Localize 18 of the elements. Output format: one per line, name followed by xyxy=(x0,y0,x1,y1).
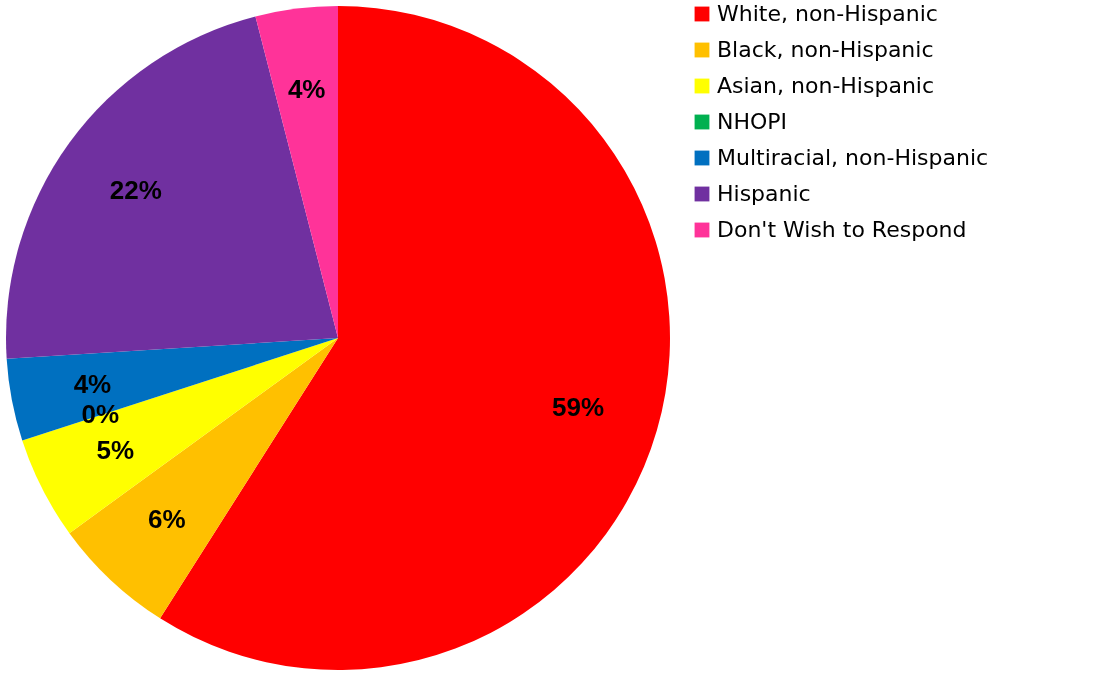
data-label: 59% xyxy=(552,391,605,422)
pie-slice xyxy=(255,6,338,338)
pie-slice xyxy=(6,338,338,441)
legend-label: NHOPI xyxy=(717,109,788,134)
legend-label: Multiracial, non-Hispanic xyxy=(717,145,989,170)
pie-slice xyxy=(69,338,338,619)
legend-label: Black, non-Hispanic xyxy=(717,37,934,62)
legend-label: Asian, non-Hispanic xyxy=(717,73,935,98)
data-label: 4% xyxy=(73,368,112,399)
data-label: 4% xyxy=(287,73,326,104)
data-label: 22% xyxy=(109,175,162,206)
legend-label: Hispanic xyxy=(717,181,811,206)
data-label: 5% xyxy=(96,435,135,466)
legend-label: White, non-Hispanic xyxy=(717,1,938,26)
pie-slice xyxy=(22,338,338,534)
data-label: 6% xyxy=(148,504,186,535)
pie-slice xyxy=(6,16,338,359)
legend-label: Don't Wish to Respond xyxy=(717,217,967,242)
